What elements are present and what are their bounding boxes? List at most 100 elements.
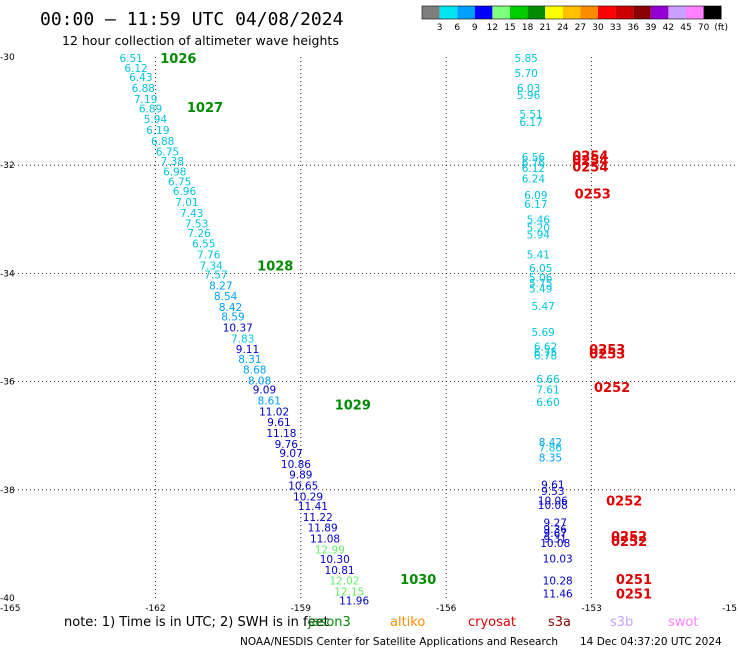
time-marker-label: 0253 (589, 347, 625, 362)
colorbar-label: 33 (610, 23, 621, 33)
colorbar-label: 9 (472, 23, 478, 33)
satellite-legend-swot: swot (668, 615, 698, 630)
x-tick-label: -165 (0, 604, 20, 614)
time-marker-label: 1028 (257, 259, 293, 274)
wave-height-value: 6.78 (534, 351, 557, 363)
wave-height-value: 7.86 (539, 443, 563, 455)
satellite-legend-jason3: jason3 (307, 615, 351, 630)
wave-height-value: 6.09 (524, 190, 547, 202)
wave-height-value: 10.37 (223, 323, 253, 335)
wave-height-value: 6.75 (156, 147, 179, 159)
colorbar-label: 18 (522, 23, 534, 33)
wave-height-value: 6.17 (519, 117, 542, 129)
satellite-legend-altiko: altiko (390, 615, 425, 630)
wave-height-value: 6.75 (168, 176, 191, 188)
wave-height-value: 5.75 (529, 278, 552, 290)
wave-height-value: 5.20 (527, 222, 550, 234)
wave-height-value: 6.55 (192, 239, 215, 251)
grid-lines (10, 57, 737, 598)
color-swatch (650, 6, 669, 19)
color-swatch (492, 6, 510, 19)
color-swatch (474, 6, 493, 19)
color-swatch (703, 6, 722, 19)
colorbar-label: (ft) (714, 23, 728, 33)
wave-height-value: 8.35 (539, 452, 562, 464)
wave-height-value: 6.88 (132, 83, 155, 95)
time-markers: 1026102710281029103002540254025402530253… (160, 52, 652, 603)
wave-height-value: 6.12 (522, 163, 545, 175)
wave-height-value: 5.06 (529, 273, 553, 285)
color-swatch (686, 6, 704, 19)
time-marker-label: 0251 (616, 573, 652, 588)
wave-height-value: 11.46 (543, 589, 573, 601)
wave-height-value: 6.43 (129, 72, 152, 84)
wave-height-value: 8.61 (258, 396, 281, 408)
wave-height-value: 9.67 (544, 528, 567, 540)
wave-height-value: 6.75 (534, 347, 557, 359)
wave-height-value: 11.89 (308, 523, 338, 535)
wave-height-value: 9.11 (236, 344, 259, 356)
wave-height-value: 5.70 (514, 68, 537, 80)
time-marker-label: 0251 (616, 588, 652, 603)
wave-height-value: 5.49 (529, 284, 552, 296)
footer-timestamp: 14 Dec 04:37:20 UTC 2024 (580, 636, 722, 648)
x-tick-label: -162 (145, 604, 165, 614)
wave-height-value: 10.81 (325, 565, 355, 577)
color-swatch (598, 6, 616, 19)
x-tick-label: -156 (436, 604, 457, 614)
colorbar-label: 21 (539, 23, 550, 33)
wave-height-value: 6.24 (522, 174, 546, 186)
wave-height-value: 6.56 (522, 152, 546, 164)
wave-height-value: 8.31 (238, 354, 261, 366)
wave-height-value: 12.15 (334, 587, 364, 599)
wave-height-value: 8.59 (221, 312, 244, 324)
wave-height-value: 9.61 (267, 417, 290, 429)
y-tick-label: -36 (0, 378, 15, 388)
colorbar-label: 24 (557, 23, 569, 33)
time-marker-label: 0254 (572, 149, 608, 164)
wave-height-value: 8.54 (214, 291, 238, 303)
wave-height-value: 11.41 (298, 501, 328, 513)
wave-height-value: 10.03 (543, 554, 573, 566)
colorbar-label: 45 (680, 23, 691, 33)
y-tick-label: -30 (0, 53, 15, 63)
colorbar-label: 36 (627, 23, 639, 33)
wave-height-value: 7.57 (204, 269, 227, 281)
time-marker-label: 1029 (335, 398, 371, 413)
wave-height-value: 5.46 (527, 214, 551, 226)
chart-subtitle: 12 hour collection of altimeter wave hei… (62, 33, 339, 48)
time-marker-label: 0252 (611, 535, 647, 550)
wave-height-value: 6.05 (529, 263, 552, 275)
time-marker-label: 1027 (187, 101, 223, 116)
colorbar-label: 39 (645, 23, 657, 33)
y-tick-label: -32 (0, 161, 15, 171)
wave-height-value: 8.68 (243, 365, 266, 377)
wave-height-value: 6.19 (146, 125, 169, 137)
x-tick-label: -153 (581, 604, 601, 614)
wave-height-value: 7.01 (175, 197, 198, 209)
time-marker-label: 1030 (400, 573, 436, 588)
wave-height-value: 5.41 (527, 249, 550, 261)
footer-credit: NOAA/NESDIS Center for Satellite Applica… (240, 636, 558, 648)
wave-height-value: 6.60 (536, 397, 559, 409)
wave-height-points: 6.516.126.436.887.196.895.946.196.886.75… (119, 53, 573, 608)
wave-height-value: 10.65 (288, 480, 318, 492)
wave-height-value: 5.47 (531, 301, 554, 313)
colorbar-frame (421, 5, 722, 20)
time-marker-label: 1026 (160, 52, 196, 67)
wave-height-value: 5.85 (514, 53, 537, 65)
wave-height-value: 9.61 (541, 479, 564, 491)
wave-height-value: 6.88 (151, 136, 174, 148)
legend-note: note: 1) Time is in UTC; 2) SWH is in fe… (64, 615, 329, 630)
y-axis-ticks: -30 -32 -34 -36 -38 -40 (0, 53, 15, 604)
colorbar-label: 42 (663, 23, 674, 33)
color-swatch (527, 6, 546, 19)
colorbar-label: 12 (487, 23, 498, 33)
colorbar-label: 27 (575, 23, 586, 33)
wave-height-value: 6.66 (536, 374, 560, 386)
wave-height-value: 9.27 (544, 517, 567, 529)
chart-title: 00:00 — 11:59 UTC 04/08/2024 (40, 9, 343, 30)
wave-height-value: 11.08 (310, 533, 340, 545)
